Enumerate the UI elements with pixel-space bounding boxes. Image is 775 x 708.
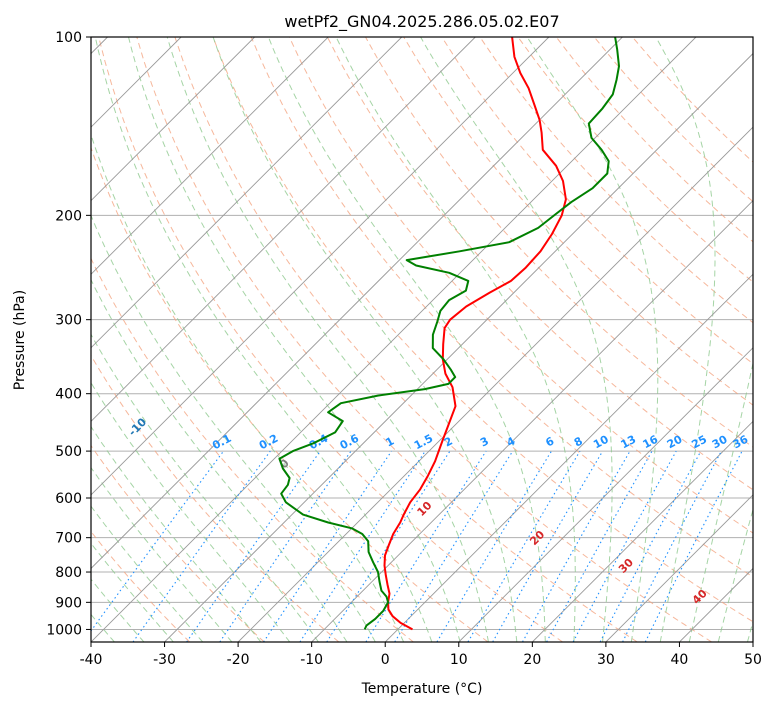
mixing-ratio-label: 20 — [665, 432, 685, 451]
moist-adiabat-line — [91, 505, 204, 642]
mixing-ratio-line — [186, 450, 321, 642]
chart-title: wetPf2_GN04.2025.286.05.02.E07 — [284, 12, 559, 32]
dry-adiabat-line — [250, 37, 753, 578]
mixing-ratio-label: 10 — [591, 433, 611, 452]
y-tick-label: 300 — [55, 313, 82, 329]
isotherm-line — [91, 37, 623, 570]
x-tick-label: -40 — [80, 652, 103, 668]
moist-adiabat-line — [91, 578, 145, 642]
temperature-profile-line — [383, 37, 567, 631]
mixing-ratio-line — [467, 450, 581, 642]
moist-adiabat-line — [91, 278, 348, 642]
mixing-ratio-line — [394, 450, 514, 642]
dry-adiabat-line — [326, 37, 753, 491]
moist-adiabat-line — [91, 333, 319, 642]
mixing-ratio-line — [263, 450, 392, 642]
y-tick-label: 700 — [55, 531, 82, 547]
isotherm-line — [91, 37, 329, 275]
mixing-ratio-line — [436, 450, 552, 642]
y-tick-label: 400 — [55, 387, 82, 403]
moist-adiabat-line — [128, 37, 461, 642]
moist-adiabat-line — [526, 37, 659, 642]
isotherm-line — [164, 52, 753, 642]
moist-adiabats — [91, 37, 753, 642]
mixing-ratio-line — [599, 450, 702, 642]
isotherm-line — [458, 347, 753, 642]
x-tick-label: 30 — [597, 652, 615, 668]
y-tick-label: 500 — [55, 444, 82, 460]
mixing-ratio-label: 25 — [689, 433, 709, 452]
isotherm-line — [605, 494, 753, 642]
moist-adiabat-line — [91, 381, 291, 642]
moist-adiabat-line — [91, 466, 233, 642]
x-axis-ticks: -40 -30 -20 -10 0 10 20 30 40 50 — [80, 642, 762, 668]
isotherm-line — [91, 37, 403, 349]
mixing-ratio-label: 30 — [710, 433, 730, 452]
isotherms — [91, 37, 753, 642]
moist-adiabat-line — [717, 507, 753, 642]
dry-adiabat-line — [288, 37, 753, 534]
moist-adiabat-line — [91, 542, 174, 642]
y-tick-label: 800 — [55, 565, 82, 581]
mixing-ratio-label: 16 — [641, 432, 661, 451]
isotherm-line — [91, 37, 550, 496]
mixing-ratio-line — [132, 450, 271, 642]
dry-adiabat-line — [212, 37, 753, 623]
y-tick-label: 200 — [55, 208, 82, 224]
mixing-ratio-line — [326, 450, 451, 642]
x-axis-label: Temperature (°C) — [361, 681, 483, 697]
isotherm-line — [237, 126, 753, 642]
pressure-gridlines — [91, 37, 753, 630]
x-tick-label: 10 — [450, 652, 468, 668]
moist-adiabat-line — [688, 360, 753, 642]
sounding-profiles — [278, 37, 620, 631]
moist-adiabat-line — [91, 214, 376, 642]
isotherm-line — [532, 420, 753, 642]
mixing-ratio-line — [572, 450, 677, 642]
plot-frame — [90, 36, 754, 643]
moist-adiabat-line — [420, 37, 613, 642]
dry-adiabat-line — [98, 37, 563, 642]
moist-adiabat-line — [335, 37, 576, 642]
x-tick-label: -20 — [227, 652, 250, 668]
mixing-ratio-label: 13 — [619, 433, 639, 452]
mixing-ratio-lines — [91, 450, 743, 642]
moist-adiabat-line — [267, 37, 546, 642]
moist-adiabat-line — [655, 37, 716, 642]
moist-adiabat-line — [94, 37, 433, 642]
dry-adiabat-line — [91, 257, 414, 642]
dry-adiabat-line — [91, 444, 265, 642]
dry-adiabat-line — [174, 37, 712, 642]
dewpoint-profile-line — [278, 37, 620, 630]
mixing-ratio-line — [299, 450, 426, 642]
mixing-ratio-line — [219, 450, 352, 642]
x-tick-label: 0 — [381, 652, 390, 668]
mixing-ratio-line — [365, 450, 487, 642]
isotherm-line — [91, 37, 697, 642]
x-tick-label: 20 — [523, 652, 541, 668]
y-tick-label: 900 — [55, 595, 82, 611]
moist-adiabat-line — [91, 133, 405, 642]
x-tick-label: 50 — [744, 652, 762, 668]
x-tick-label: -10 — [300, 652, 323, 668]
moist-adiabat-line — [91, 425, 262, 642]
dry-adiabat-line — [365, 37, 753, 448]
y-tick-label: 600 — [55, 491, 82, 507]
isotherm-line — [311, 200, 753, 642]
moist-adiabat-line — [166, 37, 489, 642]
y-tick-label: 100 — [55, 30, 82, 46]
isotherm-line — [91, 37, 476, 422]
y-tick-label: 1000 — [46, 622, 82, 638]
y-axis-ticks: 100 200 300 400 500 600 700 800 900 1000 — [46, 30, 91, 638]
mixing-ratio-label: 36 — [731, 433, 751, 452]
x-tick-label: 40 — [671, 652, 689, 668]
moist-adiabat-line — [212, 37, 518, 642]
y-axis-label: Pressure (hPa) — [12, 290, 28, 390]
isotherm-line — [384, 273, 753, 642]
isotherm-line — [91, 37, 255, 202]
x-tick-label: -30 — [153, 652, 176, 668]
